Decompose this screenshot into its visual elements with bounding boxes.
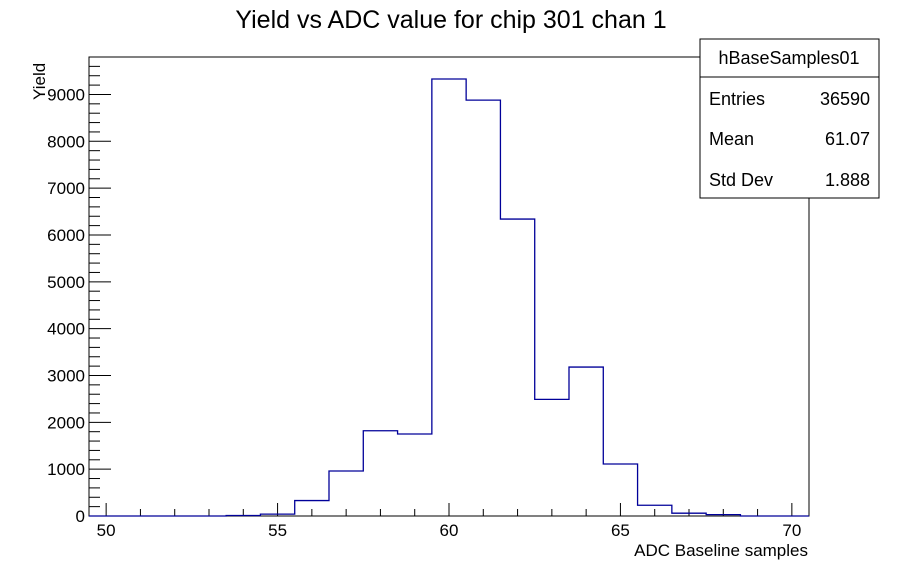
y-tick-label: 4000 [47,320,85,339]
y-tick-label: 6000 [47,226,85,245]
stats-box: hBaseSamples01 Entries 36590 Mean 61.07 … [699,38,880,199]
stats-box-title: hBaseSamples01 [718,48,859,68]
x-tick-label: 70 [782,521,801,540]
x-axis: 50 55 60 65 70 [97,503,801,540]
y-tick-label: 1000 [47,460,85,479]
y-tick-label: 8000 [47,132,85,151]
stats-stddev-value: 1.888 [825,170,870,190]
x-tick-label: 50 [97,521,116,540]
stats-entries-label: Entries [709,89,765,109]
x-tick-label: 55 [268,521,287,540]
y-tick-label: 7000 [47,179,85,198]
y-tick-label: 2000 [47,413,85,432]
stats-mean-value: 61.07 [825,129,870,149]
stats-entries-value: 36590 [820,89,870,109]
y-tick-label: 5000 [47,273,85,292]
y-tick-label: 3000 [47,366,85,385]
y-tick-label: 0 [76,507,85,526]
x-tick-label: 60 [440,521,459,540]
y-axis-label: Yield [30,63,49,100]
x-tick-label: 65 [611,521,630,540]
histogram-line [89,78,809,517]
stats-mean-label: Mean [709,129,754,149]
x-axis-label: ADC Baseline samples [634,541,808,560]
y-tick-label: 9000 [47,85,85,104]
chart-title: Yield vs ADC value for chip 301 chan 1 [235,6,666,34]
y-axis: 0 1000 2000 3000 4000 5000 6000 7000 8000 9000 [47,56,111,526]
stats-stddev-label: Std Dev [709,170,773,190]
